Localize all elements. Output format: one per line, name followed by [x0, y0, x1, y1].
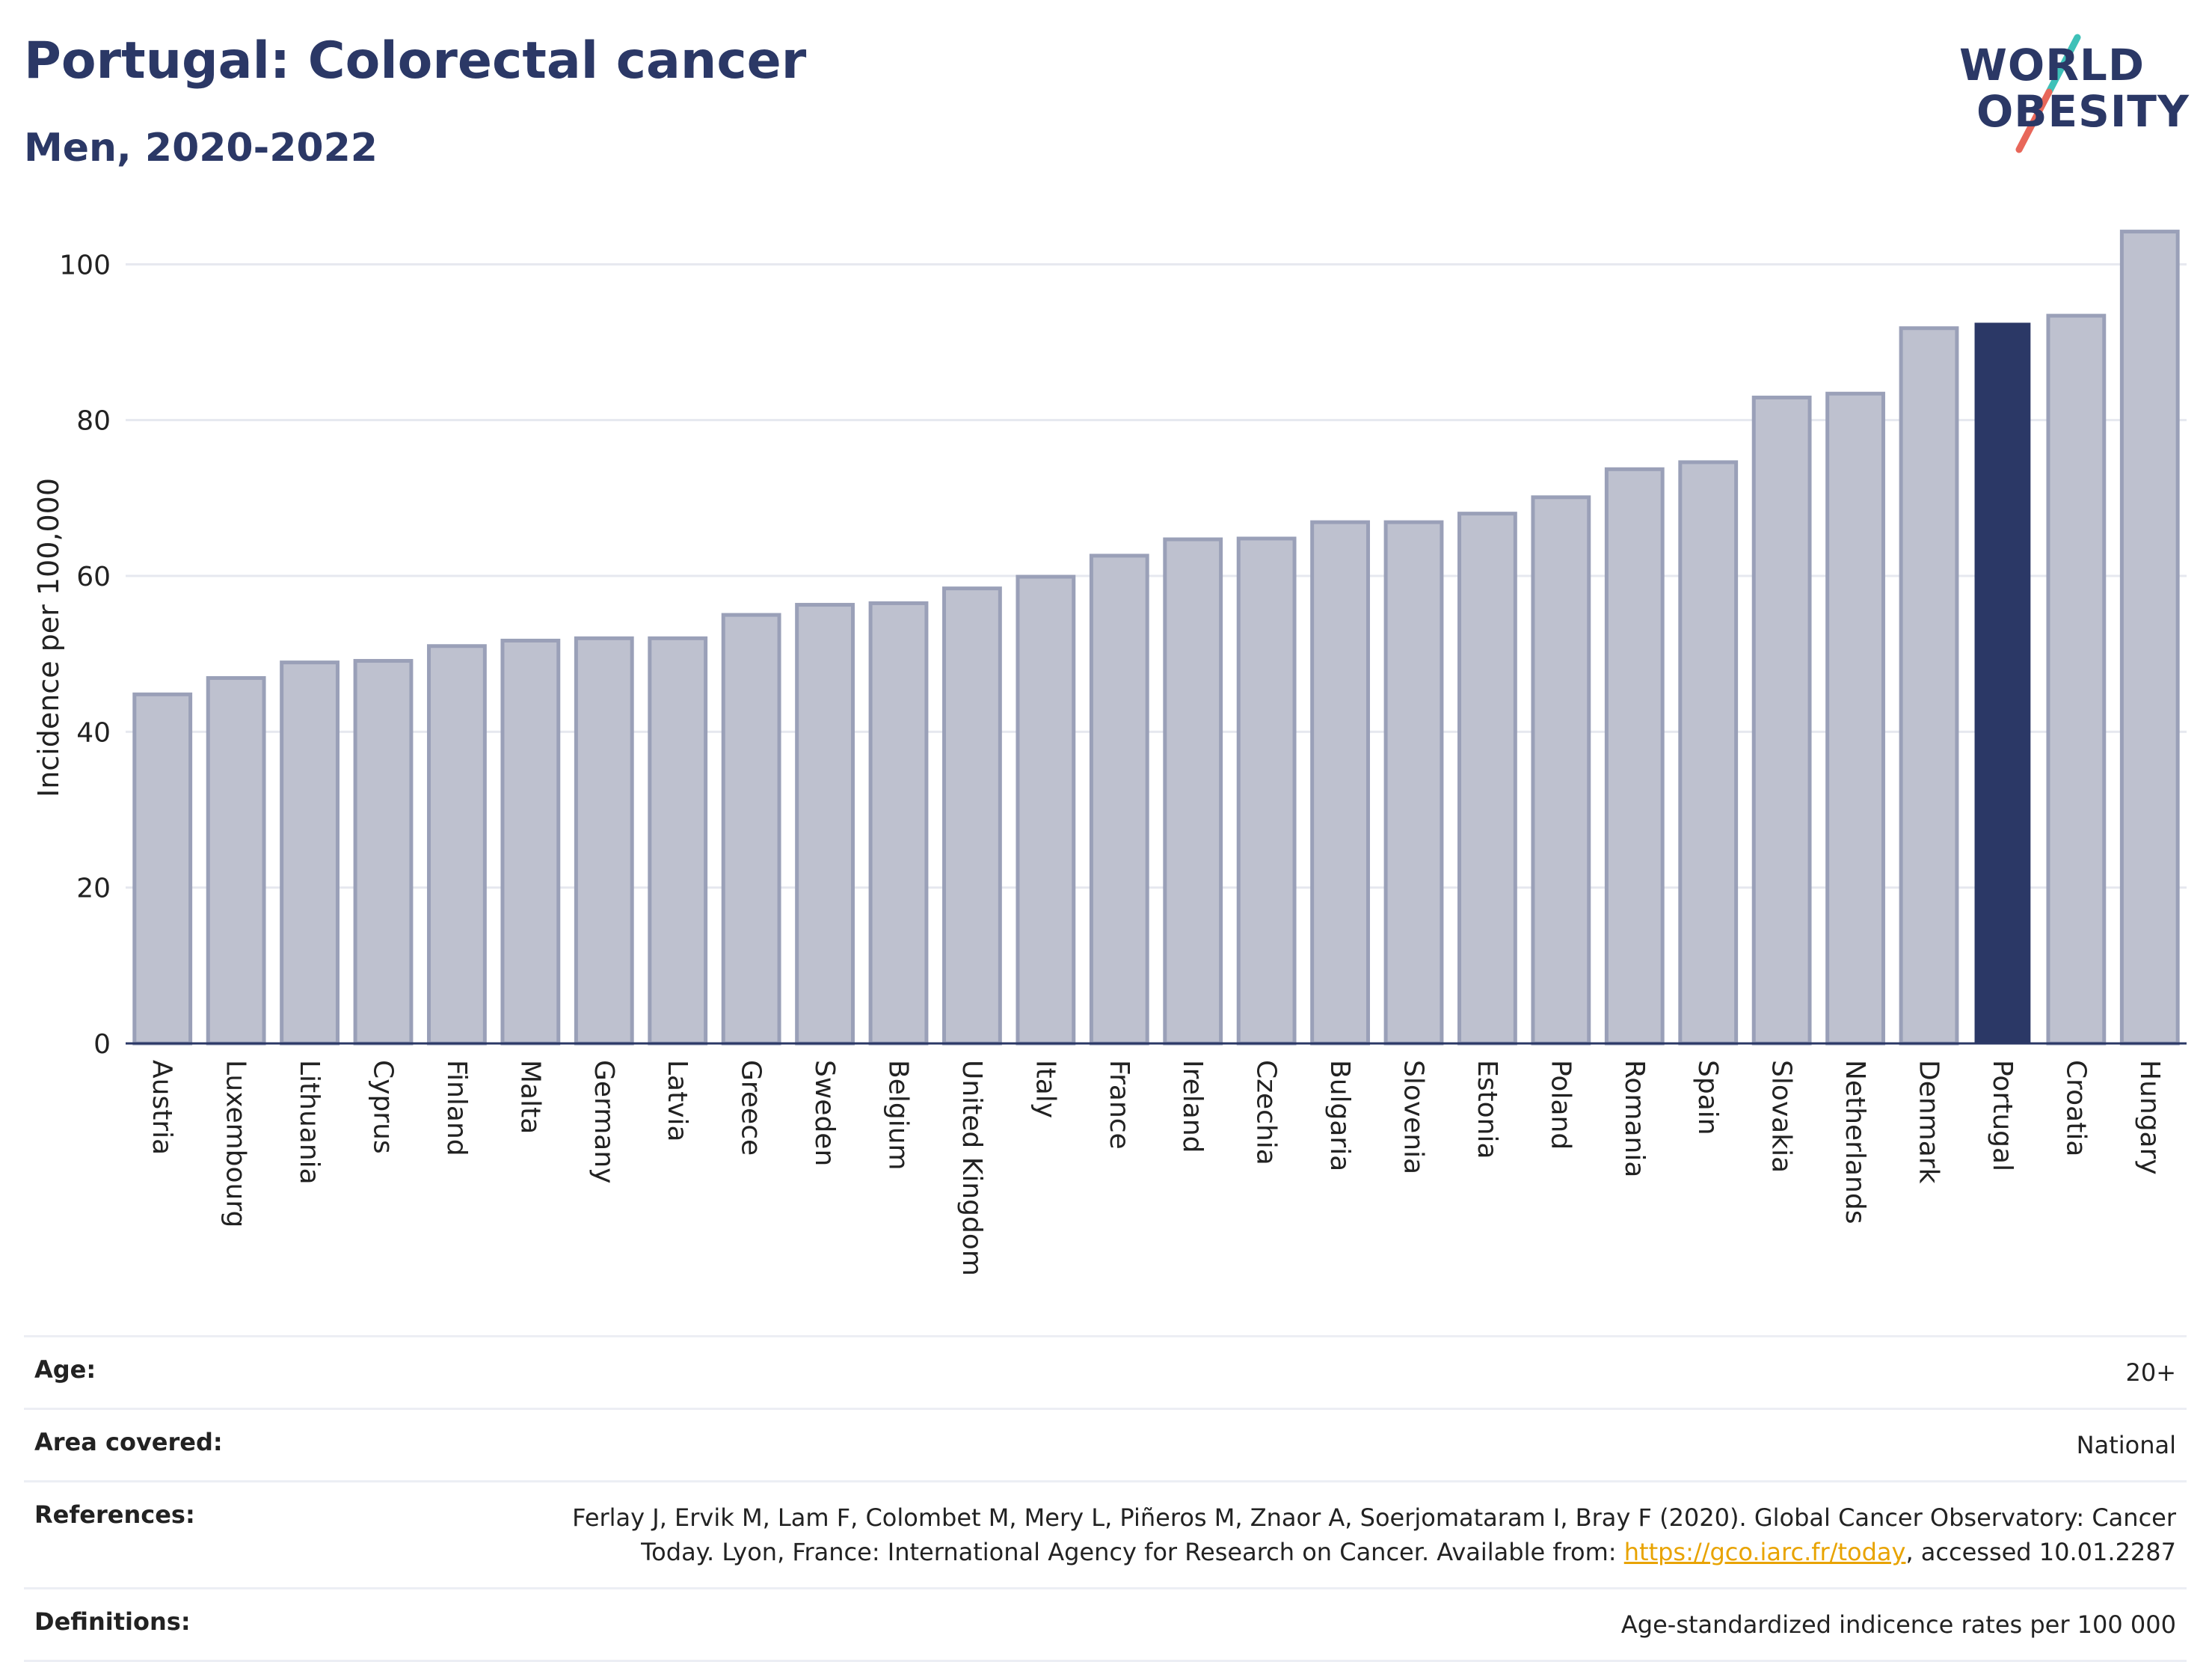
y-tick-label: 40 — [76, 717, 111, 748]
x-tick-label: Czechia — [1251, 1060, 1282, 1165]
bar-italy — [1016, 574, 1076, 1046]
y-tick-label: 80 — [76, 406, 111, 437]
x-tick-label: Slovakia — [1766, 1060, 1797, 1173]
bar-poland — [1531, 495, 1591, 1046]
logo-text-obesity: OBESITY — [1976, 86, 2190, 137]
chart-title: Portugal: Colorectal cancer — [24, 31, 807, 91]
references-text-after: , accessed 10.01.2287 — [1905, 1538, 2176, 1566]
bar-france — [1089, 554, 1149, 1046]
x-tick-label: Bulgaria — [1324, 1060, 1355, 1171]
bar-czechia — [1236, 536, 1297, 1046]
references-value: Ferlay J, Ervik M, Lam F, Colombet M, Me… — [531, 1500, 2176, 1569]
world-obesity-logo: WORLD OBESITY — [1943, 34, 2190, 161]
x-tick-label: Slovenia — [1398, 1060, 1429, 1174]
x-tick-label: Denmark — [1914, 1060, 1944, 1184]
x-tick-label: Luxembourg — [221, 1060, 251, 1227]
area-value: National — [2076, 1431, 2176, 1459]
info-row-age: Age: 20+ — [24, 1335, 2187, 1408]
bar-hungary — [2119, 230, 2180, 1046]
bar-finland — [427, 644, 487, 1046]
x-tick-label: Portugal — [1987, 1060, 2018, 1171]
x-tick-label: Germany — [589, 1060, 619, 1183]
bar-cyprus — [353, 659, 414, 1046]
bar-slovakia — [1751, 395, 1812, 1046]
y-tick-label: 20 — [76, 874, 111, 904]
chart-subtitle: Men, 2020-2022 — [24, 126, 378, 171]
y-tick-label: 100 — [59, 250, 111, 280]
bar-croatia — [2046, 313, 2107, 1046]
x-tick-label: Spain — [1692, 1060, 1723, 1135]
bar-luxembourg — [206, 675, 266, 1046]
references-link[interactable]: https://gco.iarc.fr/today — [1623, 1538, 1906, 1566]
x-tick-label: France — [1104, 1060, 1134, 1150]
x-tick-label: Sweden — [809, 1060, 840, 1166]
y-tick-label: 0 — [93, 1029, 111, 1060]
bar-estonia — [1457, 512, 1517, 1046]
x-tick-label: Netherlands — [1840, 1060, 1870, 1224]
bar-bulgaria — [1310, 520, 1370, 1046]
bar-slovenia — [1383, 520, 1444, 1046]
x-tick-label: Greece — [736, 1060, 766, 1156]
y-tick-label: 60 — [76, 562, 111, 592]
x-tick-label: Cyprus — [368, 1060, 399, 1154]
info-row-definitions: Definitions: Age-standardized indicence … — [24, 1587, 2187, 1662]
x-tick-label: Romania — [1619, 1060, 1650, 1177]
info-table: Age: 20+ Area covered: National Referenc… — [24, 1335, 2187, 1662]
x-tick-label: Croatia — [2060, 1060, 2091, 1156]
bar-belgium — [868, 601, 929, 1046]
definitions-value: Age-standardized indicence rates per 100… — [1620, 1610, 2176, 1639]
x-tick-label: Malta — [514, 1060, 545, 1134]
x-tick-label: Hungary — [2134, 1060, 2165, 1175]
references-label: References: — [34, 1500, 195, 1529]
age-label: Age: — [34, 1355, 96, 1384]
x-tick-label: Ireland — [1177, 1060, 1208, 1153]
info-row-area: Area covered: National — [24, 1408, 2187, 1480]
bar-malta — [500, 638, 561, 1046]
bar-latvia — [648, 636, 708, 1046]
info-row-references: References: Ferlay J, Ervik M, Lam F, Co… — [24, 1480, 2187, 1587]
bar-denmark — [1899, 326, 1959, 1046]
x-tick-label: Estonia — [1472, 1060, 1502, 1159]
bar-chart: 0 20 40 60 80 100 Incidence per 100,000 Austria… — [32, 230, 2187, 1276]
definitions-label: Definitions: — [34, 1607, 191, 1636]
x-tick-label: Lithuania — [294, 1060, 325, 1185]
x-tick-label: Latvia — [662, 1060, 692, 1142]
logo-slash-icon — [2015, 34, 2081, 153]
x-tick-label: Belgium — [883, 1060, 914, 1171]
x-tick-label: United Kingdom — [956, 1060, 987, 1276]
bar-united-kingdom — [942, 586, 1002, 1046]
x-tick-label: Austria — [147, 1060, 177, 1155]
x-tick-label: Finland — [441, 1060, 472, 1156]
bar-romania — [1604, 467, 1665, 1046]
x-tick-label: Italy — [1030, 1060, 1060, 1118]
bar-portugal — [1974, 322, 2031, 1043]
bar-netherlands — [1825, 391, 1885, 1046]
bar-greece — [721, 613, 781, 1046]
bar-lithuania — [280, 660, 340, 1046]
bar-ireland — [1163, 537, 1223, 1046]
x-tick-label: Poland — [1545, 1060, 1576, 1150]
y-axis-title: Incidence per 100,000 — [32, 478, 65, 797]
bar-spain — [1678, 460, 1739, 1046]
bar-austria — [132, 692, 193, 1046]
bar-germany — [574, 636, 634, 1046]
bar-sweden — [795, 603, 855, 1046]
logo-text-world: WORLD — [1958, 40, 2145, 91]
area-label: Area covered: — [34, 1428, 223, 1456]
age-value: 20+ — [2125, 1358, 2176, 1387]
references-text: Ferlay J, Ervik M, Lam F, Colombet M, Me… — [572, 1503, 2176, 1566]
